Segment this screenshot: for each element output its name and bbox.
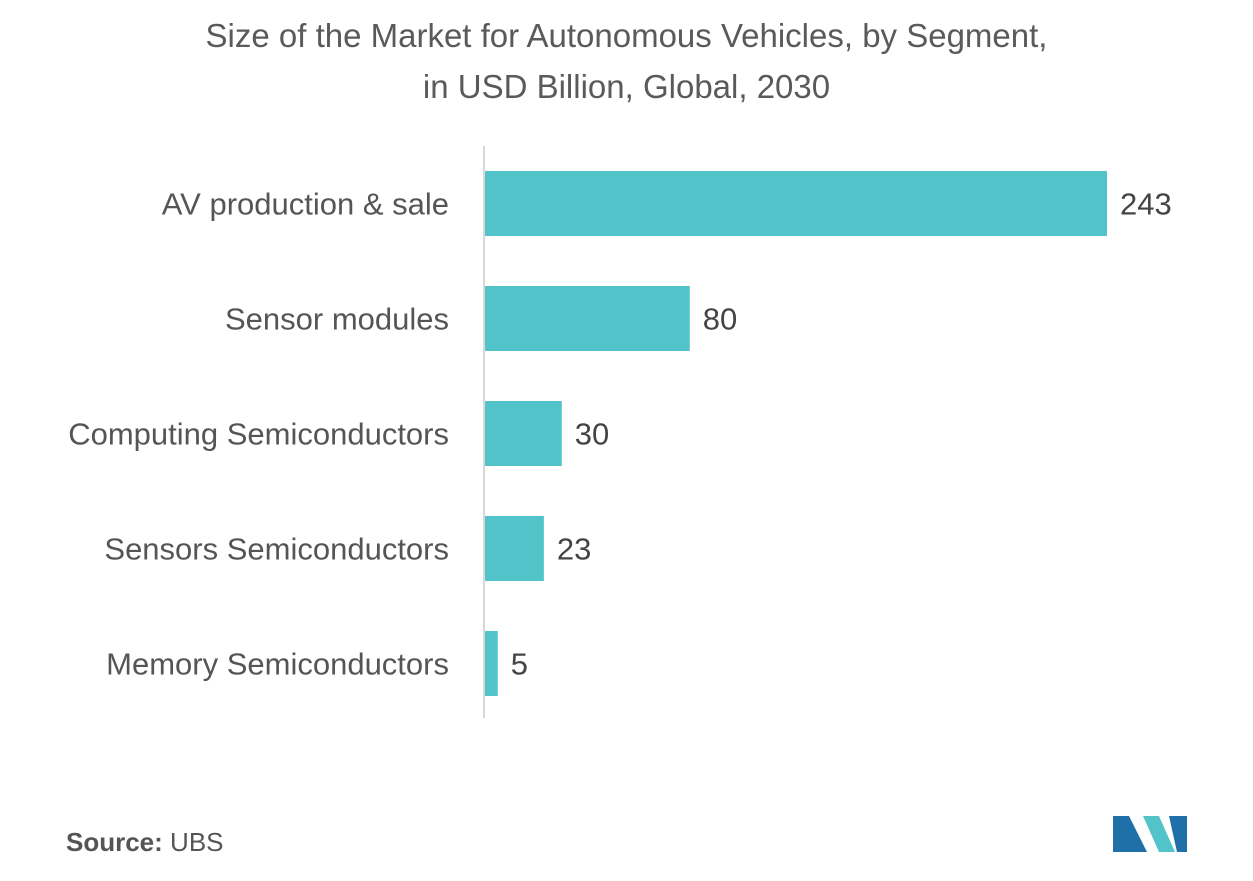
source-value: UBS (170, 827, 224, 857)
bars-group: AV production & sale 243 Sensor modules 80 C… (68, 171, 1172, 696)
bar-1 (485, 286, 690, 351)
source-note: Source: UBS (66, 827, 224, 858)
value-label-4: 5 (511, 647, 528, 682)
category-label-2: Computing Semiconductors (68, 417, 449, 452)
bar-0 (485, 171, 1107, 236)
value-label-2: 30 (575, 417, 609, 452)
value-label-0: 243 (1120, 187, 1172, 222)
logo-shape-middle (1143, 816, 1175, 852)
value-label-1: 80 (703, 302, 737, 337)
source-label: Source: (66, 827, 163, 857)
category-label-1: Sensor modules (225, 302, 449, 337)
logo-shape-left (1113, 816, 1147, 852)
bar-4 (485, 631, 498, 696)
chart-title: Size of the Market for Autonomous Vehicl… (0, 10, 1253, 112)
logo-shape-right (1169, 816, 1187, 852)
bar-2 (485, 401, 562, 466)
category-label-3: Sensors Semiconductors (104, 532, 449, 567)
bar-3 (485, 516, 544, 581)
value-label-3: 23 (557, 532, 591, 567)
chart-title-line-2: in USD Billion, Global, 2030 (422, 68, 831, 105)
chart-title-line-1: Size of the Market for Autonomous Vehicl… (205, 17, 1048, 54)
category-label-4: Memory Semiconductors (106, 647, 449, 682)
category-label-0: AV production & sale (162, 187, 449, 222)
mordor-intelligence-logo-icon (1113, 816, 1187, 852)
